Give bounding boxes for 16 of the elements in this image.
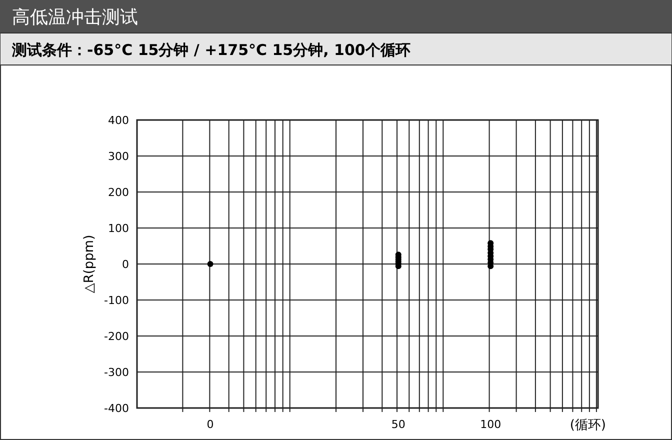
x-axis-title: (循环) bbox=[570, 418, 606, 433]
y-tick-label: -400 bbox=[104, 402, 129, 415]
y-tick-label: -200 bbox=[104, 330, 129, 343]
y-tick-label: 400 bbox=[108, 114, 129, 127]
x-tick-label: 50 bbox=[391, 418, 406, 431]
y-tick-label: -300 bbox=[104, 366, 129, 379]
y-tick-label: -100 bbox=[104, 294, 129, 307]
y-tick-label: 0 bbox=[122, 258, 129, 271]
chart-title: 高低温冲击测试 bbox=[12, 7, 138, 28]
x-tick-label: 100 bbox=[480, 418, 502, 431]
x-tick-label: 0 bbox=[206, 418, 214, 431]
y-tick-label: 100 bbox=[108, 222, 129, 235]
y-tick-label: 300 bbox=[108, 150, 129, 163]
y-axis-title: △R(ppm) bbox=[82, 234, 97, 294]
chart-subtitle: 测试条件：-65°C 15分钟 / +175°C 15分钟, 100个循环 bbox=[11, 41, 410, 59]
y-tick-label: 200 bbox=[108, 186, 129, 199]
